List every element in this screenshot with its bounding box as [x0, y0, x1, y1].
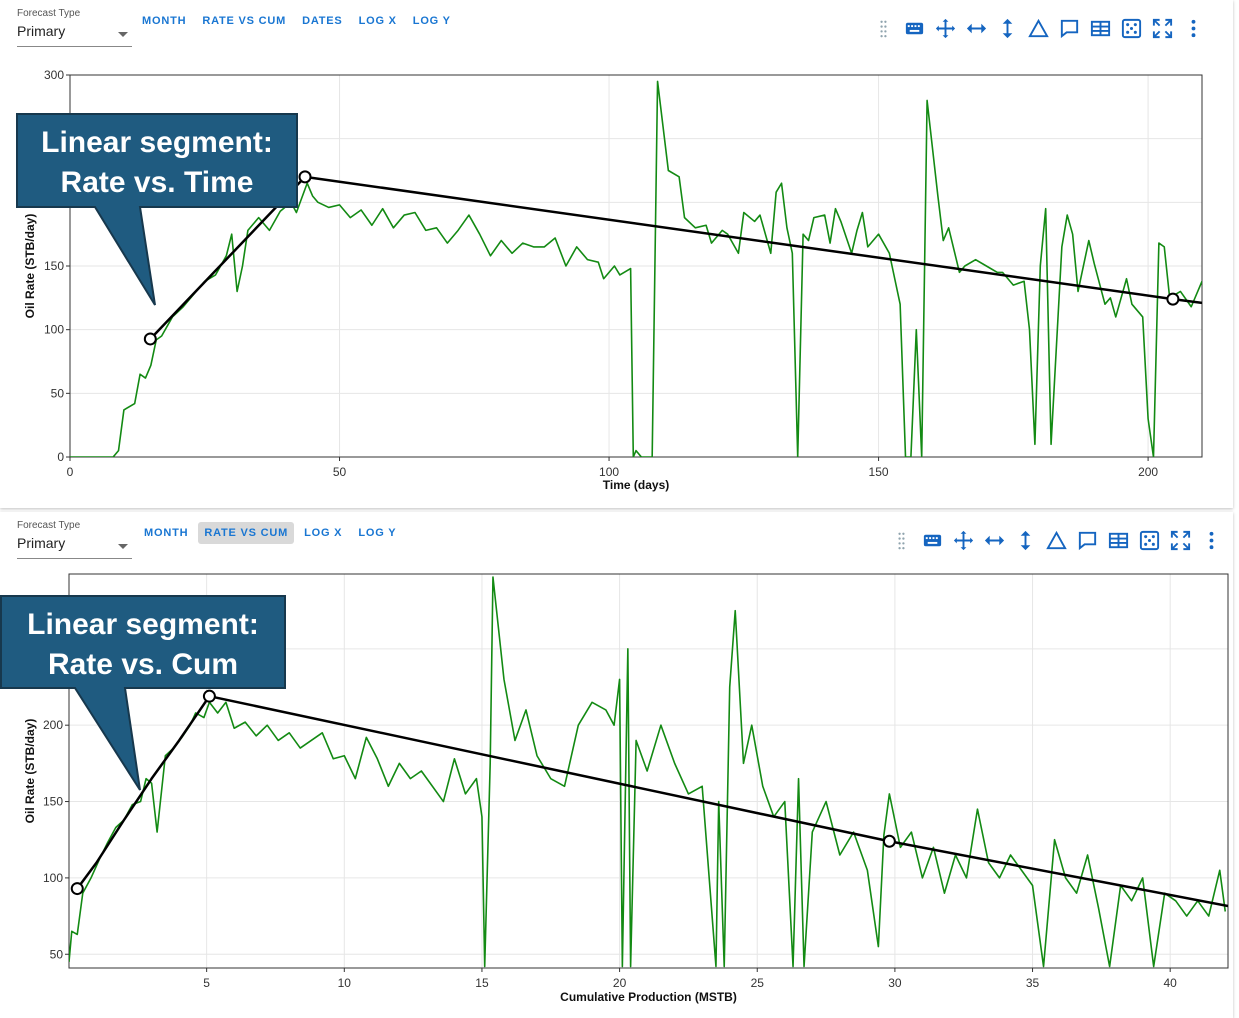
panel: Forecast Type Primary MONTH RATE VS CUM LO…: [0, 512, 1233, 1018]
caret: [118, 544, 128, 549]
toolbar-button[interactable]: LOG X: [304, 527, 343, 539]
zoom-y-icon[interactable]: [1014, 529, 1037, 552]
fullscreen-icon[interactable]: [1169, 529, 1192, 552]
select-value: Primary: [17, 535, 66, 551]
scatter-icon[interactable]: [1120, 17, 1143, 40]
menu-icon[interactable]: [1182, 17, 1205, 40]
toolbar: Forecast Type Primary MONTH RATE VS CUM LO…: [0, 512, 1233, 562]
comment-icon[interactable]: [1058, 17, 1081, 40]
keyboard-icon[interactable]: [903, 17, 926, 40]
toolbar-button[interactable]: RATE VS CUM: [202, 15, 287, 27]
toolbar-button[interactable]: DATES: [302, 15, 343, 27]
zoom-x-icon[interactable]: [983, 529, 1006, 552]
button-group: MONTH RATE VS CUM DATES LOG X LOG Y: [136, 10, 457, 32]
select-label: Forecast Type: [17, 520, 81, 531]
button-group: MONTH RATE VS CUM LOG X LOG Y: [138, 522, 402, 544]
toolbar: Forecast Type Primary MONTH RATE VS CUM DA…: [0, 0, 1233, 50]
scatter-icon[interactable]: [1138, 529, 1161, 552]
icon-group: [872, 17, 1205, 40]
comment-icon[interactable]: [1076, 529, 1099, 552]
toolbar-button[interactable]: MONTH: [144, 527, 189, 539]
forecast-select[interactable]: Forecast Type Primary: [17, 8, 132, 47]
menu-icon[interactable]: [1200, 529, 1223, 552]
pan-icon[interactable]: [934, 17, 957, 40]
toolbar-button[interactable]: LOG X: [358, 15, 397, 27]
forecast-select[interactable]: Forecast Type Primary: [17, 520, 132, 559]
toolbar-button[interactable]: MONTH: [142, 15, 187, 27]
toolbar-button[interactable]: LOG Y: [358, 527, 397, 539]
caret: [118, 32, 128, 37]
toolbar-button[interactable]: RATE VS CUM: [198, 522, 295, 544]
table-icon[interactable]: [1089, 17, 1112, 40]
pan-icon[interactable]: [952, 529, 975, 552]
panel: Forecast Type Primary MONTH RATE VS CUM DA…: [0, 0, 1233, 508]
table-icon[interactable]: [1107, 529, 1130, 552]
zoom-y-icon[interactable]: [996, 17, 1019, 40]
select-label: Forecast Type: [17, 8, 81, 19]
shape-icon[interactable]: [1045, 529, 1068, 552]
zoom-x-icon[interactable]: [965, 17, 988, 40]
drag-handle-icon[interactable]: [872, 17, 895, 40]
shape-icon[interactable]: [1027, 17, 1050, 40]
keyboard-icon[interactable]: [921, 529, 944, 552]
select-value: Primary: [17, 23, 66, 39]
icon-group: [890, 529, 1223, 552]
fullscreen-icon[interactable]: [1151, 17, 1174, 40]
toolbar-button[interactable]: LOG Y: [412, 15, 451, 27]
drag-handle-icon[interactable]: [890, 529, 913, 552]
